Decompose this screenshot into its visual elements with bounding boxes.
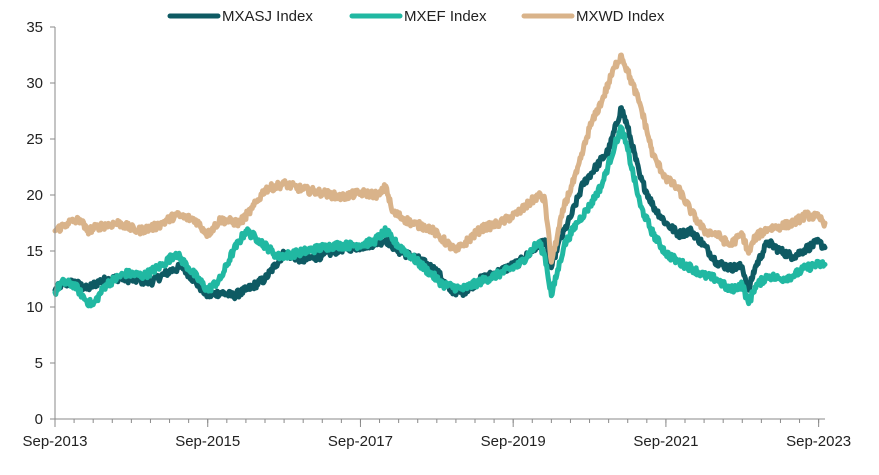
y-tick-label: 25 xyxy=(26,131,43,148)
y-tick-label: 30 xyxy=(26,75,43,92)
legend-label: MXEF Index xyxy=(404,8,487,25)
y-tick-label: 15 xyxy=(26,243,43,260)
series-layer xyxy=(52,52,828,309)
axes: 0 5 10 15 20 25 30 35 Sep-2013 Sep-2015 Sep-2017 Se… xyxy=(22,19,851,450)
y-tick-label: 10 xyxy=(26,299,43,316)
x-tick-label: Sep-2013 xyxy=(22,433,87,450)
y-tick-label: 5 xyxy=(35,355,43,372)
series-line-mxwd-index xyxy=(52,52,828,265)
x-tick-label: Sep-2019 xyxy=(481,433,546,450)
series-line-mxef-index xyxy=(52,124,828,309)
series-line-mxasj-index xyxy=(52,105,828,302)
y-tick-label: 20 xyxy=(26,187,43,204)
x-tick-label: Sep-2021 xyxy=(633,433,698,450)
x-tick-label: Sep-2015 xyxy=(175,433,240,450)
legend: MXASJ Index MXEF Index MXWD Index xyxy=(167,8,665,25)
legend-label: MXASJ Index xyxy=(222,8,313,25)
y-tick-label: 0 xyxy=(35,411,43,428)
legend-label: MXWD Index xyxy=(576,8,665,25)
x-tick-label: Sep-2023 xyxy=(786,433,851,450)
y-tick-label: 35 xyxy=(26,19,43,36)
x-tick-label: Sep-2017 xyxy=(328,433,393,450)
